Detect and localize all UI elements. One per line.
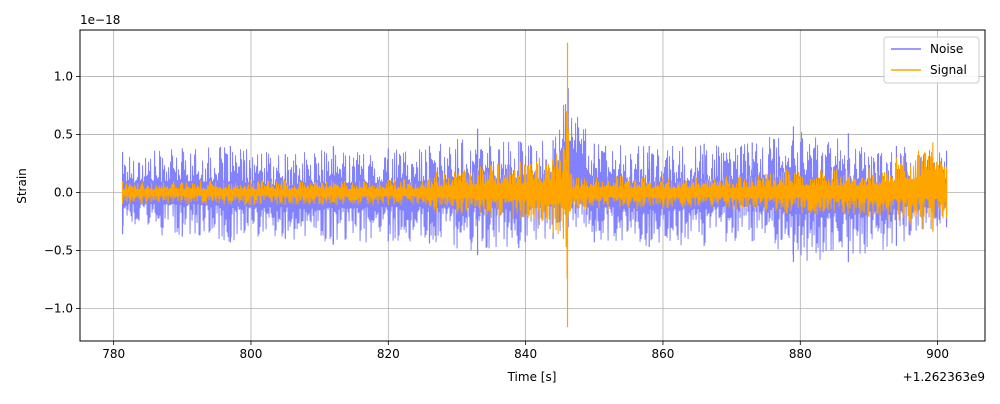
series-line-signal xyxy=(122,111,947,279)
x-tick-label: 880 xyxy=(789,347,812,361)
legend: Noise Signal xyxy=(883,36,980,84)
x-tick-label: 780 xyxy=(102,347,125,361)
x-axis-ticks: 780 800 820 840 860 880 900 xyxy=(102,341,949,361)
x-tick-label: 900 xyxy=(926,347,949,361)
y-tick-label: 1.0 xyxy=(54,69,73,83)
y-axis-label: Strain xyxy=(15,168,29,204)
y-scale-label: 1e−18 xyxy=(80,13,120,27)
x-tick-label: 860 xyxy=(652,347,675,361)
y-tick-label: 0.5 xyxy=(54,127,73,141)
x-tick-label: 820 xyxy=(377,347,400,361)
y-tick-label: −0.5 xyxy=(44,243,73,257)
x-tick-label: 840 xyxy=(514,347,537,361)
plot-frame xyxy=(79,29,986,342)
y-tick-label: 0.0 xyxy=(54,185,73,199)
x-offset-label: +1.262363e9 xyxy=(903,370,985,384)
series-layer xyxy=(121,42,948,328)
legend-label-signal: Signal xyxy=(930,63,967,77)
x-axis-label: Time [s] xyxy=(507,370,557,384)
x-tick-label: 800 xyxy=(240,347,263,361)
series-peaks-signal xyxy=(121,42,948,328)
legend-label-noise: Noise xyxy=(930,42,963,56)
y-axis-ticks: −1.0 −0.5 0.0 0.5 1.0 xyxy=(44,69,80,316)
y-tick-label: −1.0 xyxy=(44,302,73,316)
